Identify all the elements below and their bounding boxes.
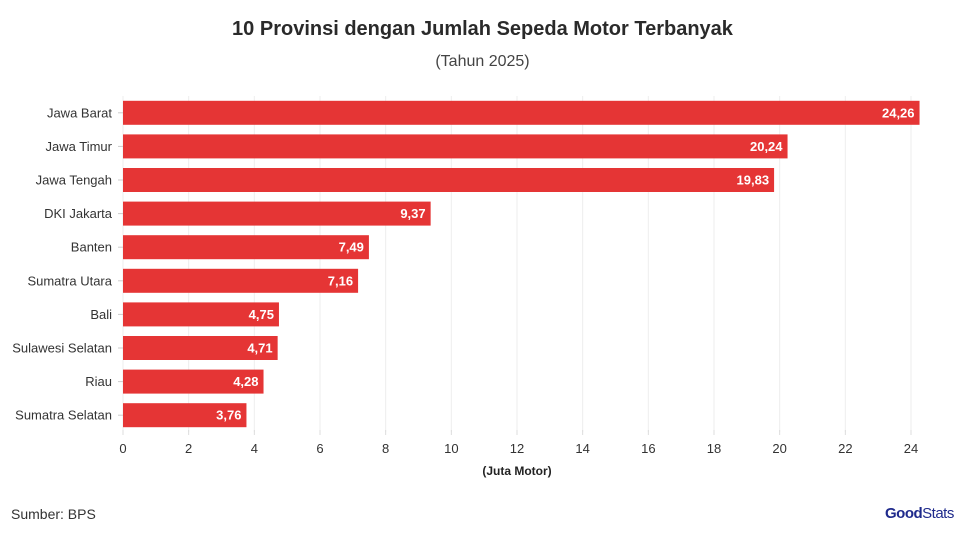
data-label: 19,83 — [737, 173, 770, 188]
category-label: Riau — [85, 374, 112, 389]
bar — [123, 100, 920, 125]
category-label: Bali — [90, 307, 112, 322]
category-label: Sumatra Selatan — [15, 408, 112, 423]
category-label: Jawa Timur — [46, 139, 113, 154]
data-label: 3,76 — [216, 408, 241, 423]
data-label: 9,37 — [400, 206, 425, 221]
bar — [123, 369, 264, 394]
x-tick-label: 18 — [707, 441, 721, 456]
data-label: 4,28 — [233, 374, 258, 389]
chart-title: 10 Provinsi dengan Jumlah Sepeda Motor T… — [232, 18, 733, 40]
data-label: 7,16 — [328, 273, 353, 288]
x-axis-label: (Juta Motor) — [482, 464, 551, 478]
x-tick-label: 20 — [772, 441, 786, 456]
x-tick-label: 10 — [444, 441, 458, 456]
x-tick-label: 16 — [641, 441, 655, 456]
data-label: 4,71 — [247, 341, 272, 356]
bar — [123, 268, 359, 293]
x-tick-label: 2 — [185, 441, 192, 456]
bar — [123, 403, 247, 428]
category-label: Jawa Tengah — [36, 173, 112, 188]
bar — [123, 134, 788, 159]
data-label: 24,26 — [882, 105, 915, 120]
data-label: 20,24 — [750, 139, 783, 154]
x-tick-label: 22 — [838, 441, 852, 456]
category-label: Sulawesi Selatan — [12, 341, 112, 356]
x-tick-label: 4 — [251, 441, 258, 456]
x-tick-label: 8 — [382, 441, 389, 456]
goodstats-logo: GoodStats — [885, 505, 954, 522]
x-tick-label: 24 — [904, 441, 918, 456]
category-label: Sumatra Utara — [27, 273, 112, 288]
x-tick-label: 6 — [316, 441, 323, 456]
category-label: DKI Jakarta — [44, 206, 113, 221]
bar — [123, 336, 278, 360]
data-label: 4,75 — [249, 307, 274, 322]
bar — [123, 201, 431, 226]
chart-subtitle: (Tahun 2025) — [435, 53, 530, 70]
bar — [123, 302, 279, 327]
x-tick-label: 0 — [119, 441, 126, 456]
data-label: 7,49 — [339, 240, 364, 255]
category-label: Jawa Barat — [47, 105, 112, 120]
category-label: Banten — [71, 240, 112, 255]
bar — [123, 235, 369, 260]
bar — [123, 168, 775, 192]
x-tick-label: 12 — [510, 441, 524, 456]
source-note: Sumber: BPS — [11, 506, 96, 522]
x-tick-label: 14 — [575, 441, 589, 456]
